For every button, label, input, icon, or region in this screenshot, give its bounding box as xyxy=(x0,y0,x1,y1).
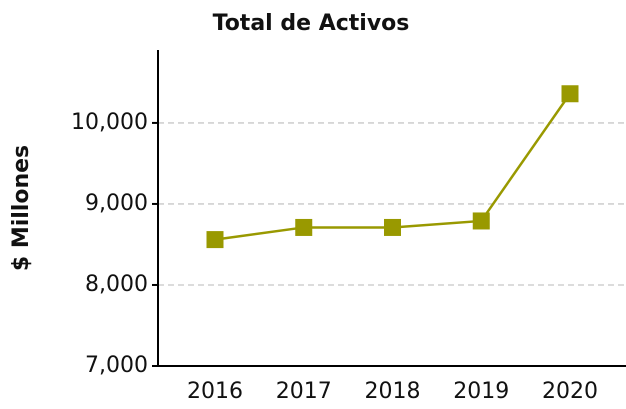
chart-title: Total de Activos xyxy=(213,11,410,36)
y-tick-label: 7,000 xyxy=(85,353,148,378)
y-tick-label: 8,000 xyxy=(85,272,148,297)
x-tick-label: 2017 xyxy=(276,379,332,404)
marker xyxy=(206,231,224,249)
marker xyxy=(295,218,313,236)
marker xyxy=(384,218,401,236)
x-tick-label: 2018 xyxy=(365,379,421,404)
x-tick-label: 2020 xyxy=(542,379,598,404)
y-tick-label: 9,000 xyxy=(85,191,148,216)
y-tick-label: 10,000 xyxy=(71,110,148,135)
marker xyxy=(472,212,490,230)
x-tick-label: 2016 xyxy=(187,379,243,404)
y-axis-label: $ Millones xyxy=(9,145,34,271)
marker xyxy=(561,85,579,103)
line xyxy=(214,93,572,241)
x-tick-label: 2019 xyxy=(453,379,509,404)
